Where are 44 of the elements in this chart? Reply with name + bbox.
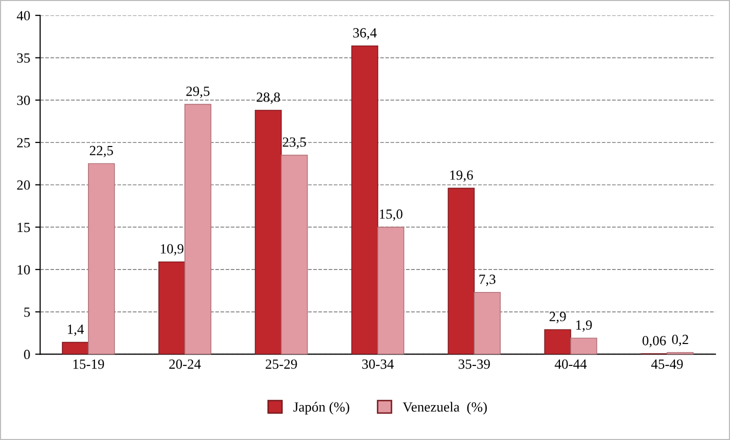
- x-tick-label: 20-24: [169, 359, 201, 369]
- legend-label: Venezuela (%): [402, 402, 487, 415]
- data-label: 2,9: [550, 312, 566, 324]
- y-tick-label: 20: [17, 180, 30, 190]
- y-tick-label: 30: [17, 96, 30, 106]
- bar: [254, 110, 282, 354]
- x-tick-label: 45-49: [651, 360, 683, 369]
- data-label: 1,4: [68, 324, 84, 336]
- bar: [280, 154, 308, 354]
- bar: [88, 163, 115, 354]
- y-tick-label: 15: [18, 222, 30, 232]
- data-label: 10,9: [160, 244, 184, 256]
- data-label: 1,9: [576, 320, 592, 332]
- data-label: 23,5: [282, 137, 306, 149]
- bar: [570, 338, 598, 354]
- data-label: 0,2: [672, 334, 688, 346]
- y-tick-label: 0: [24, 350, 30, 360]
- data-label: 0,06: [642, 336, 666, 348]
- data-label: 15,0: [380, 209, 402, 221]
- y-tick-label: 25: [17, 138, 30, 148]
- bar: [448, 188, 475, 354]
- data-label: 7,3: [479, 274, 496, 286]
- y-tick-label: 40: [16, 10, 30, 20]
- bar: [62, 342, 89, 354]
- data-label: 19,6: [450, 170, 473, 182]
- data-label: 22,5: [90, 146, 114, 158]
- data-label: 28,8: [256, 92, 280, 104]
- bar: [351, 45, 378, 354]
- bar: [184, 104, 212, 354]
- x-tick-label: 35-39: [458, 360, 490, 369]
- bar: [158, 261, 186, 354]
- x-tick-label: 30-34: [362, 359, 394, 369]
- bar: [544, 329, 572, 354]
- y-tick-label: 35: [17, 53, 30, 63]
- x-tick-label: 25-29: [266, 360, 297, 369]
- legend-label: Japón (%): [293, 402, 350, 415]
- y-tick-label: 5: [24, 308, 30, 317]
- x-tick-label: 40-44: [554, 359, 587, 369]
- data-label: 29,5: [186, 86, 210, 98]
- x-tick-label: 15-19: [73, 360, 104, 369]
- y-tick-label: 10: [18, 265, 30, 274]
- data-label: 36,4: [353, 28, 377, 40]
- bar: [474, 292, 501, 354]
- bar: [377, 226, 404, 354]
